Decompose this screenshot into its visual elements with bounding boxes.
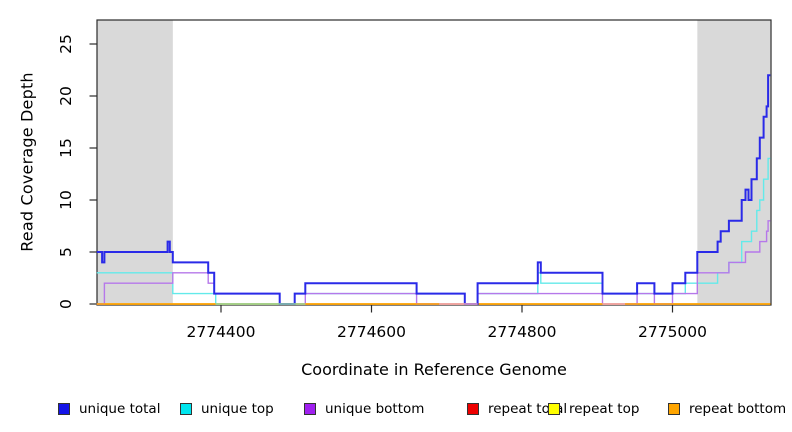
plot-border xyxy=(96,19,772,306)
legend-swatch-icon xyxy=(180,403,192,415)
legend-item-repeat-total: repeat total xyxy=(467,401,567,417)
right-shaded-region xyxy=(697,20,771,305)
y-tick-label: 15 xyxy=(57,138,75,158)
legend-swatch-icon xyxy=(467,403,479,415)
left-shaded-region xyxy=(96,20,173,305)
y-tick-label: 25 xyxy=(57,34,75,54)
legend-item-unique-total: unique total xyxy=(58,401,160,417)
x-axis-title: Coordinate in Reference Genome xyxy=(301,360,567,379)
legend-label: repeat top xyxy=(569,401,640,417)
legend-item-repeat-bottom: repeat bottom xyxy=(668,401,786,417)
series-line-unique-total xyxy=(96,74,771,305)
x-tick-label: 2775000 xyxy=(638,323,707,341)
y-tick-label: 0 xyxy=(57,299,75,309)
y-tick-label: 10 xyxy=(57,190,75,210)
legend-item-unique-top: unique top xyxy=(180,401,274,417)
legend-item-unique-bottom: unique bottom xyxy=(304,401,424,417)
legend-item-repeat-top: repeat top xyxy=(548,401,639,417)
y-tick-label: 5 xyxy=(57,247,75,257)
legend-label: unique top xyxy=(201,401,274,417)
plot-area: 0 5 10 15 20 25 2774400 2774600 2774800 2775000 xyxy=(57,19,772,341)
legend-label: repeat total xyxy=(488,401,568,417)
x-tick-label: 2774400 xyxy=(186,323,255,341)
legend-swatch-icon xyxy=(548,403,560,415)
legend-swatch-icon xyxy=(58,403,70,415)
legend: unique total unique top unique bottom repea… xyxy=(0,394,792,424)
x-tick-label: 2774800 xyxy=(487,323,556,341)
legend-swatch-icon xyxy=(668,403,680,415)
y-tick-label: 20 xyxy=(57,86,75,106)
legend-swatch-icon xyxy=(304,403,316,415)
x-tick-label: 2774600 xyxy=(337,323,406,341)
y-axis-title: Read Coverage Depth xyxy=(17,72,37,252)
legend-label: unique total xyxy=(79,401,161,417)
series-line-unique-top xyxy=(96,157,771,305)
legend-label: repeat bottom xyxy=(689,401,787,417)
legend-label: unique bottom xyxy=(325,401,425,417)
